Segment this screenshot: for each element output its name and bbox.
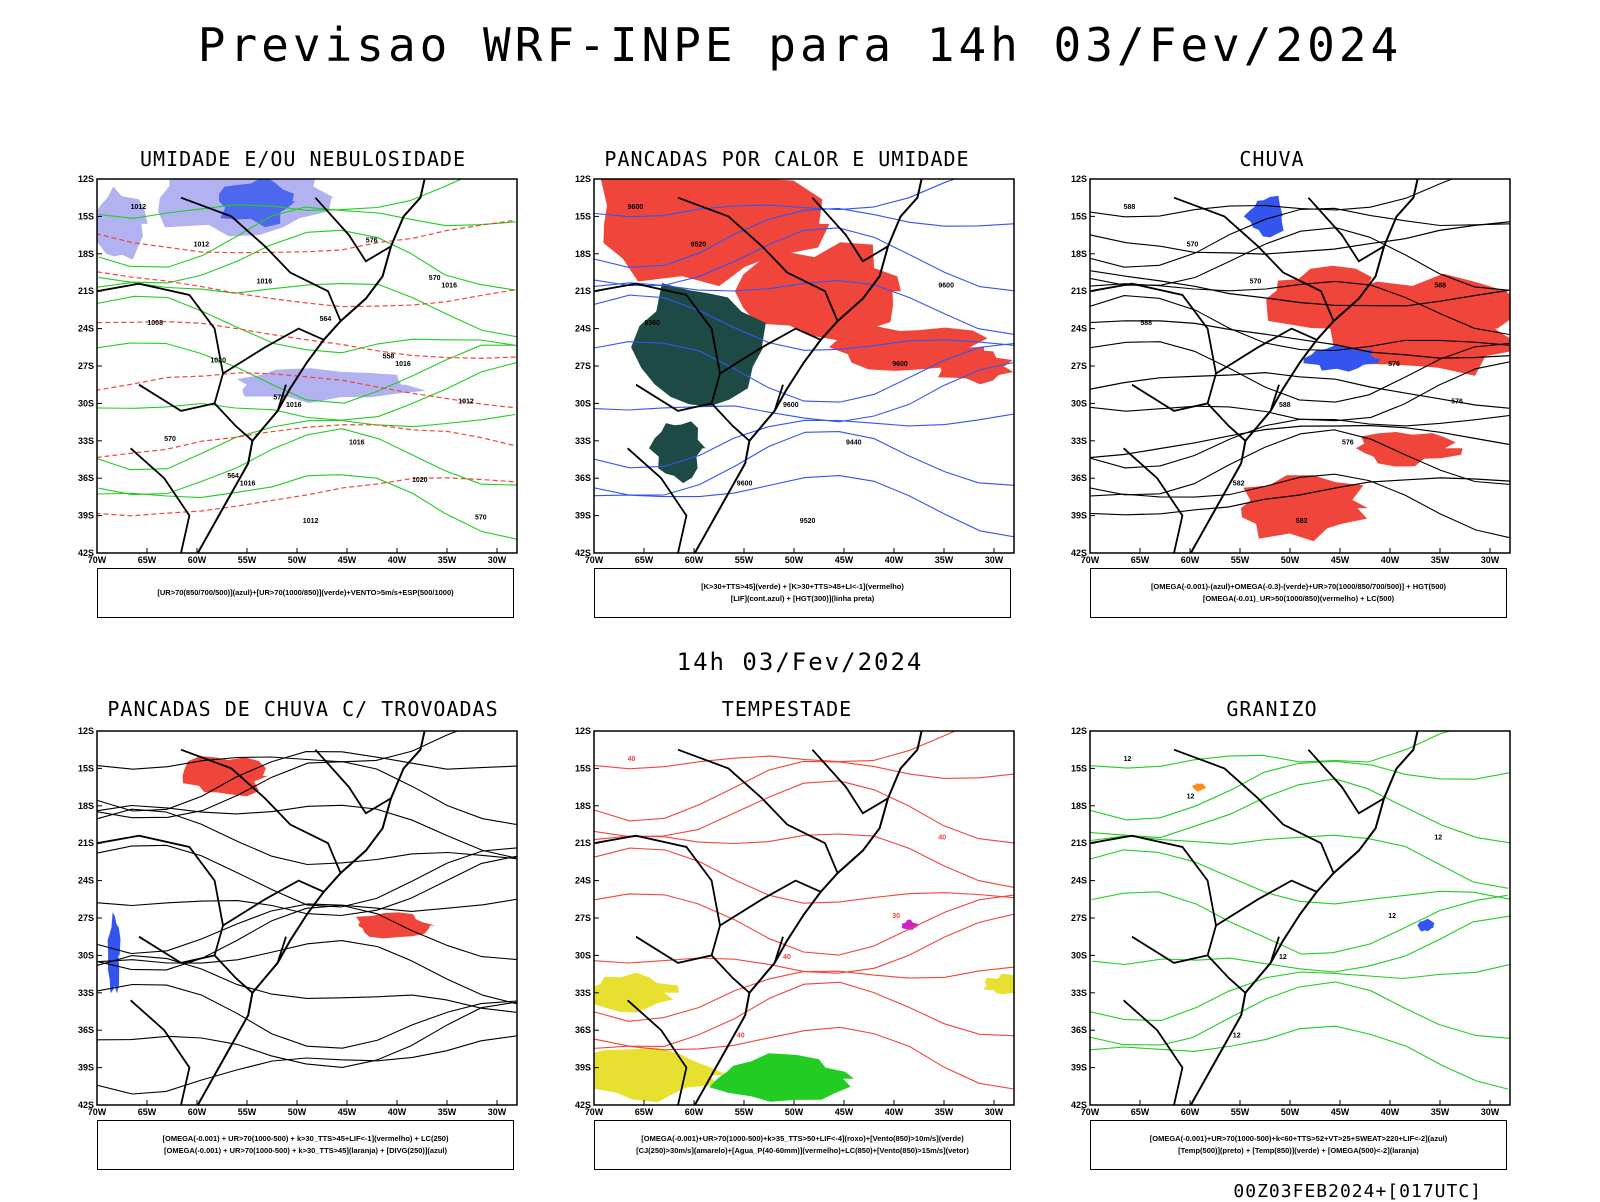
legend-line: [OMEGA(-0.001)+UR>70(1000-500)+k<60+TTS>…: [1149, 1134, 1448, 1143]
panel-title: PANCADAS DE CHUVA C/ TROVOADAS: [107, 697, 499, 721]
legend-line: [OMEGA(-0.001) + UR>70(1000-500) + k>30_…: [163, 1146, 448, 1155]
legend-line: [OMEGA(-0.001)+UR>70(1000-500)+k>35_TTS>…: [641, 1134, 964, 1143]
legend-umidade: [UR>70(850/700/500)](azul)+[UR>70(1000/8…: [97, 568, 514, 618]
time-subtitle: 14h 03/Fev/2024: [676, 648, 924, 676]
panel-chuva: CHUVA: [1052, 147, 1492, 627]
legend-line: [OMEGA(-0.01)_UR>50(1000/850)(vermelho) …: [1202, 594, 1395, 603]
legend-line: [Temp(500)](preto) + [Temp(850)](verde) …: [1178, 1146, 1419, 1155]
legend-granizo: [OMEGA(-0.001)+UR>70(1000-500)+k<60+TTS>…: [1090, 1120, 1507, 1170]
panel-umidade: UMIDADE E/OU NEBULOSIDADE: [83, 147, 523, 627]
panel-title: PANCADAS POR CALOR E UMIDADE: [604, 147, 970, 171]
panel-title: GRANIZO: [1226, 697, 1318, 721]
panel-title: UMIDADE E/OU NEBULOSIDADE: [139, 147, 467, 171]
panel-title: TEMPESTADE: [721, 697, 853, 721]
panel-trovoadas: PANCADAS DE CHUVA C/ TROVOADAS: [83, 697, 523, 1177]
legend-trovoadas: [OMEGA(-0.001) + UR>70(1000-500) + k>30_…: [97, 1120, 514, 1170]
panel-pancadas: PANCADAS POR CALOR E UMIDADE: [567, 147, 1007, 627]
legend-line: [LIF](cont.azul) + [HGT(300)](linha pret…: [730, 594, 875, 603]
legend-line: [OMEGA(-0.001) + UR>70(1000-500) + k>30_…: [162, 1134, 449, 1143]
legend-chuva: [OMEGA(-0.001)-(azul)+OMEGA(-0.3)-(verde…: [1090, 568, 1507, 618]
legend-pancadas: [K>30+TTS>45](verde) + [K>30+TTS>45+LI<-…: [594, 568, 1011, 618]
legend-tempestade: [OMEGA(-0.001)+UR>70(1000-500)+k>35_TTS>…: [594, 1120, 1011, 1170]
legend-line: [K>30+TTS>45](verde) + [K>30+TTS>45+LI<-…: [701, 582, 904, 591]
run-footer: 00Z03FEB2024+[017UTC]: [1233, 1181, 1482, 1202]
panel-tempestade: TEMPESTADE: [567, 697, 1007, 1177]
page-title: Previsao WRF-INPE para 14h 03/Fev/2024: [197, 18, 1403, 72]
panel-title: CHUVA: [1239, 147, 1305, 171]
legend-line: [UR>70(850/700/500)](azul)+[UR>70(1000/8…: [157, 588, 454, 597]
legend-line: [OMEGA(-0.001)-(azul)+OMEGA(-0.3)-(verde…: [1150, 582, 1447, 591]
panel-granizo: GRANIZO: [1052, 697, 1492, 1177]
legend-line: [CJ(250)>30m/s](amarelo)+[Agua_P(40-60mm…: [636, 1146, 969, 1155]
